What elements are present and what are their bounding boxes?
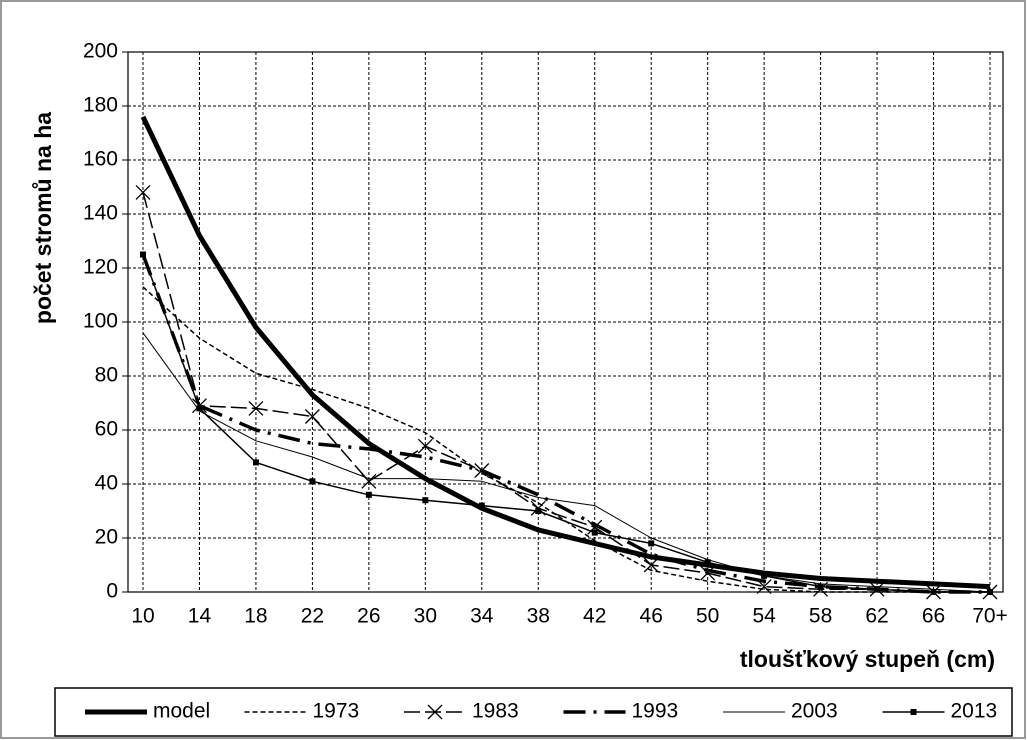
series-line — [142, 332, 991, 593]
y-tick-label: 120 — [83, 256, 118, 279]
data-marker — [987, 589, 993, 595]
legend-label: 1993 — [632, 700, 679, 723]
series-line — [142, 192, 990, 593]
x-tick-label: 50 — [696, 605, 719, 628]
x-tick-label: 42 — [583, 605, 606, 628]
x-tick-label: 10 — [131, 605, 154, 628]
legend-label: 1973 — [313, 700, 360, 723]
x-tick-label: 70+ — [972, 605, 1008, 628]
x-tick-label: 26 — [357, 605, 380, 628]
x-tick-label: 18 — [244, 605, 267, 628]
data-marker — [648, 540, 655, 547]
data-marker — [700, 565, 716, 581]
data-marker — [587, 519, 603, 535]
series-line — [141, 253, 990, 594]
x-tick-label: 66 — [922, 605, 945, 628]
data-marker — [591, 529, 598, 536]
y-tick-label: 100 — [83, 310, 118, 333]
data-marker — [309, 478, 316, 485]
x-tick-label: 14 — [188, 605, 212, 628]
x-tick-label: 38 — [527, 605, 550, 628]
y-tick-label: 180 — [83, 94, 118, 117]
series-line — [142, 254, 990, 593]
data-marker — [704, 559, 711, 566]
y-tick-label: 20 — [95, 526, 118, 549]
legend-marker — [427, 704, 443, 720]
legend-label: model — [153, 700, 210, 723]
y-tick-label: 60 — [95, 418, 118, 441]
x-tick-label: 46 — [640, 605, 663, 628]
y-axis-title: počet stromů na ha — [30, 112, 56, 324]
x-tick-label: 22 — [301, 605, 324, 628]
data-marker — [196, 405, 203, 412]
data-marker — [874, 586, 881, 593]
x-tick-label: 34 — [470, 605, 494, 628]
plot-border — [127, 51, 1004, 593]
x-tick-label: 30 — [414, 605, 437, 628]
data-marker — [761, 572, 768, 579]
data-marker — [135, 184, 151, 200]
data-marker — [535, 508, 542, 514]
x-tick-label: 54 — [752, 605, 776, 628]
y-tick-label: 80 — [95, 364, 118, 387]
data-marker — [248, 400, 264, 416]
data-marker — [417, 438, 433, 454]
series-line — [140, 115, 991, 590]
y-tick-label: 200 — [83, 40, 118, 63]
legend-label: 2013 — [951, 700, 998, 723]
x-axis-title: tloušťkový stupeň (cm) — [740, 646, 995, 672]
x-tick-label: 58 — [809, 605, 832, 628]
y-tick-label: 160 — [83, 148, 118, 171]
data-marker — [252, 459, 259, 466]
data-marker — [304, 409, 320, 424]
legend-marker — [910, 709, 917, 715]
data-marker — [422, 497, 429, 504]
data-marker — [817, 583, 824, 590]
x-tick-label: 62 — [865, 605, 888, 628]
legend-box — [54, 687, 1013, 737]
legend-label: 1983 — [472, 700, 519, 723]
legend-label: 2003 — [791, 700, 838, 723]
data-marker — [140, 251, 146, 258]
data-marker — [365, 491, 372, 498]
y-tick-label: 0 — [106, 580, 118, 603]
y-tick-label: 140 — [83, 202, 118, 225]
data-marker — [478, 502, 485, 509]
y-tick-label: 40 — [95, 472, 118, 495]
data-marker — [930, 589, 937, 595]
data-marker — [643, 557, 659, 573]
